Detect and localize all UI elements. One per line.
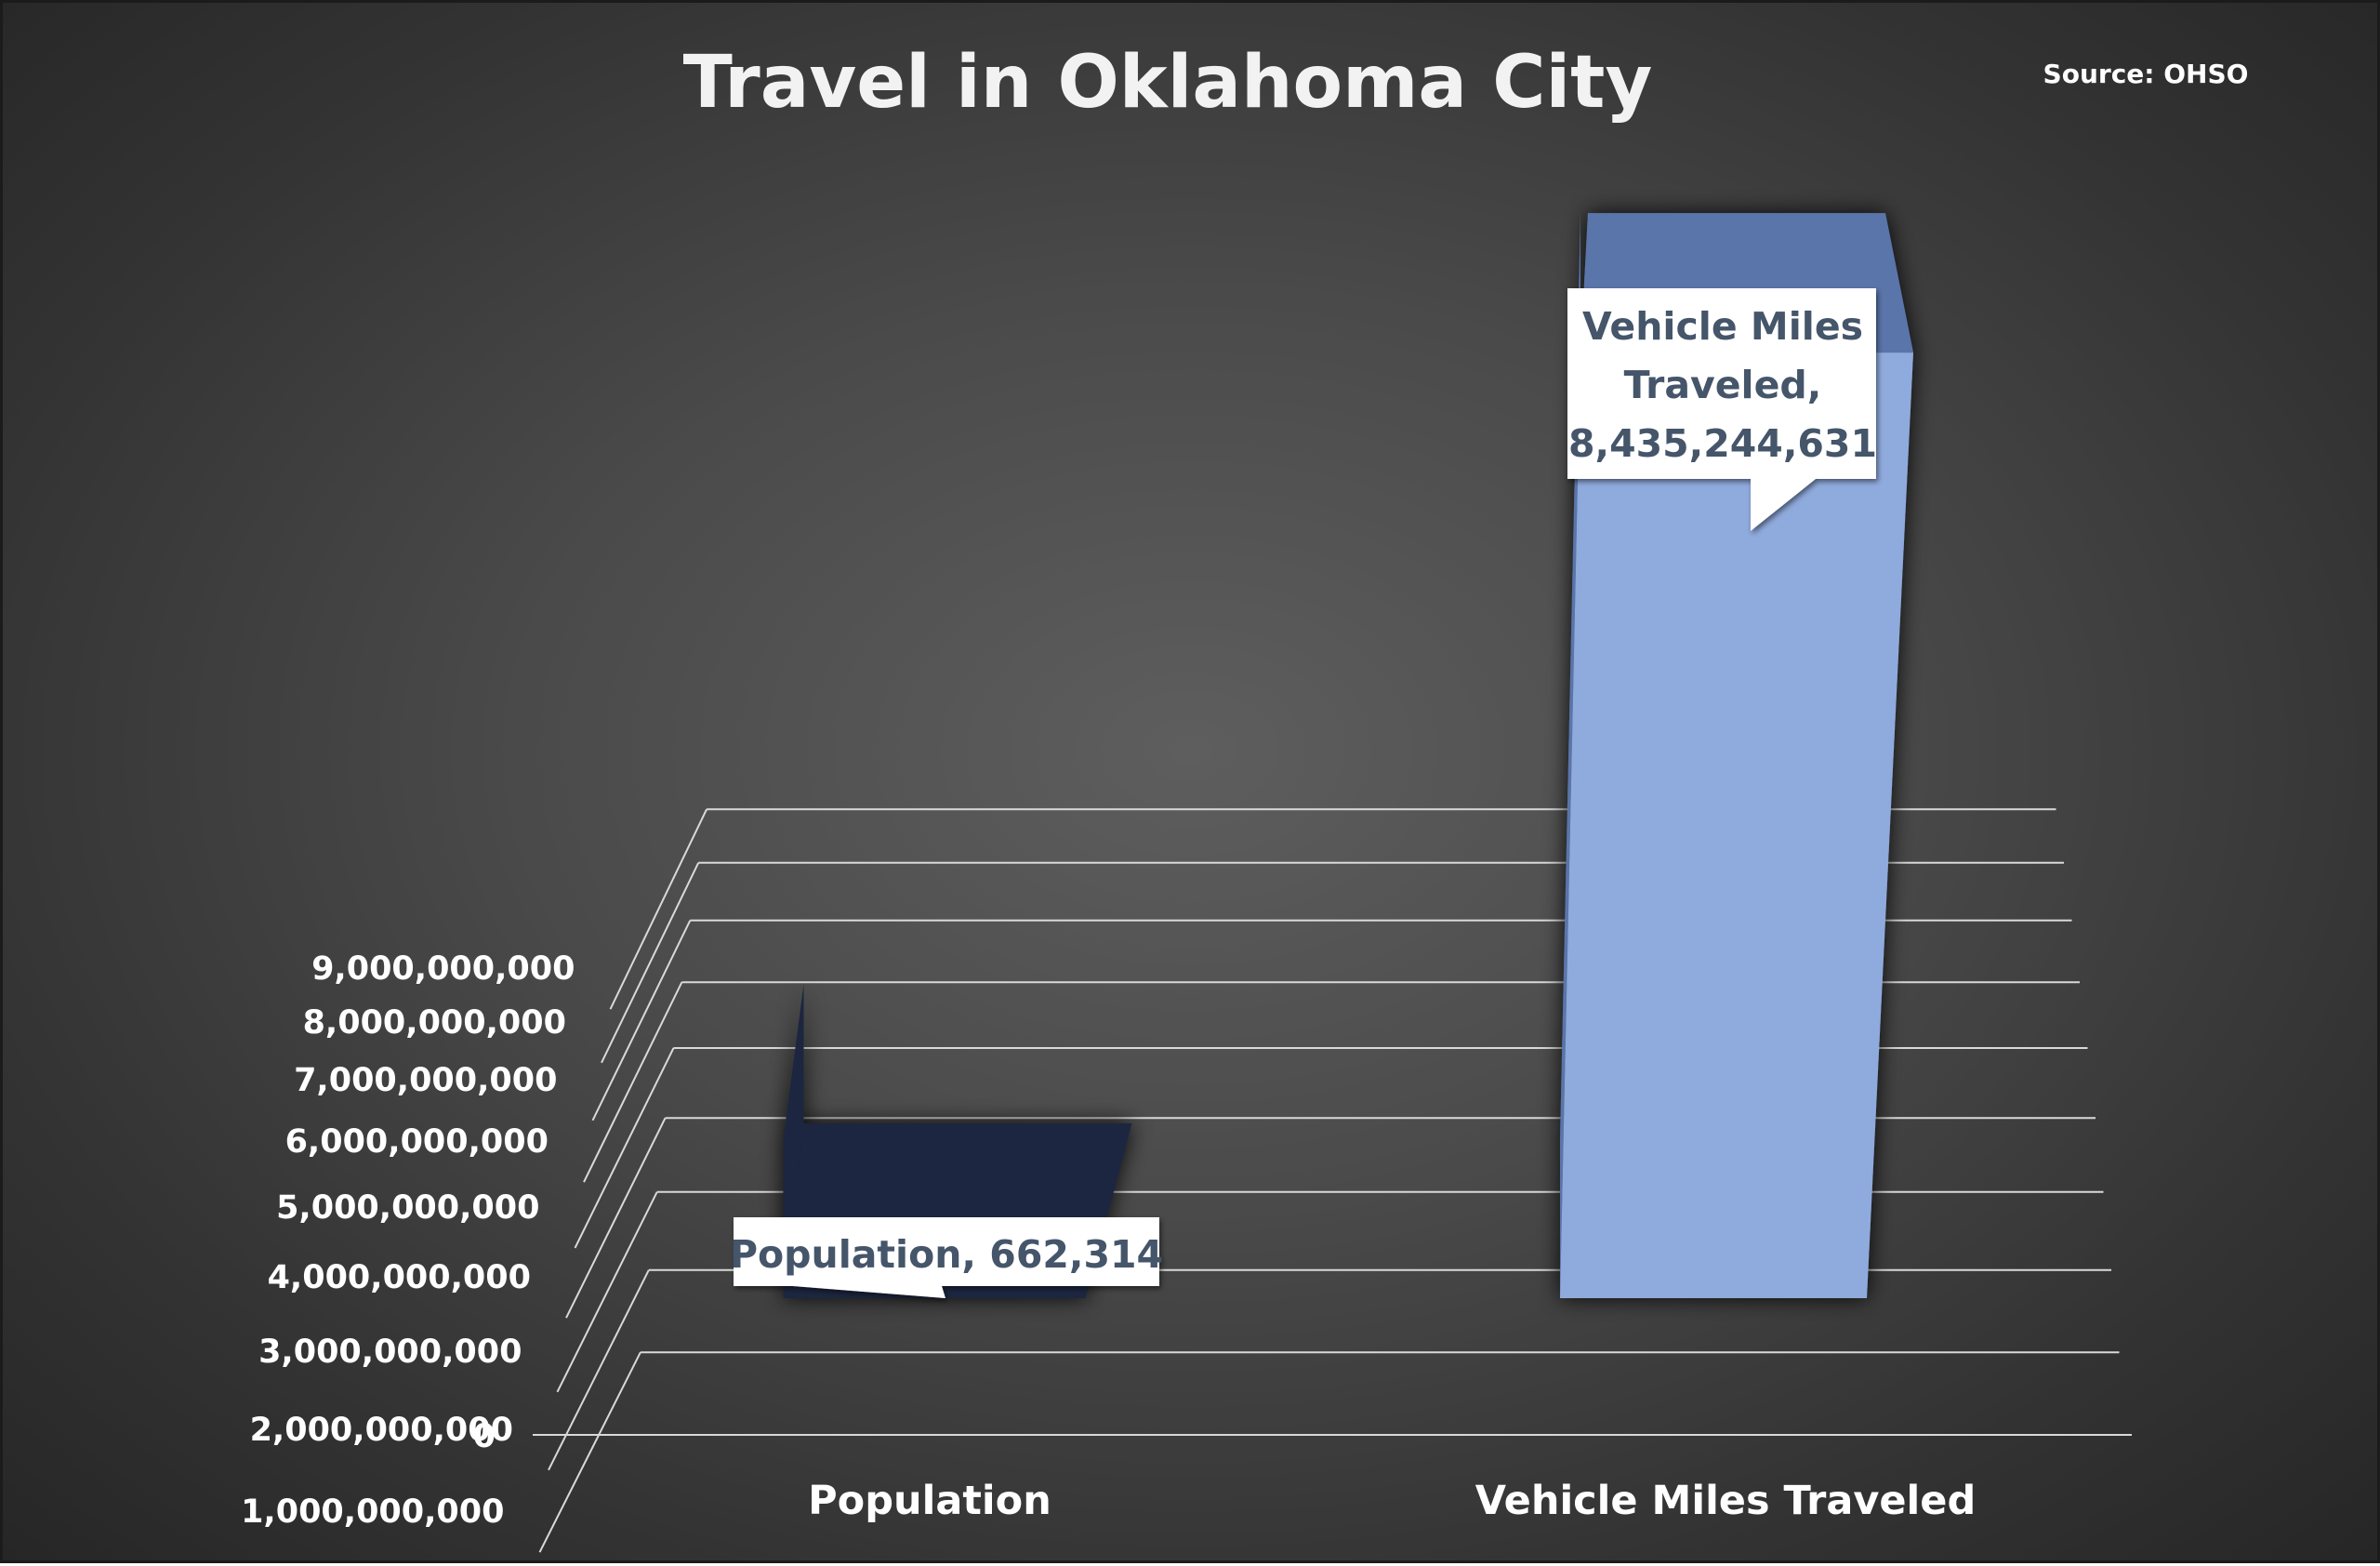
side-wall-gridline — [601, 862, 700, 1064]
chart-title: Travel in Oklahoma City — [683, 41, 1653, 125]
side-wall-gridline — [556, 1191, 658, 1393]
side-wall-gridline — [583, 981, 683, 1183]
y-tick-label: 2,000,000,000 — [250, 1412, 513, 1449]
side-wall-gridline — [538, 1351, 641, 1553]
x-axis-tick-labels: Population Vehicle Miles Traveled — [808, 1478, 1976, 1524]
side-wall-gridline — [574, 1047, 675, 1249]
y-tick-label: 5,000,000,000 — [276, 1189, 539, 1227]
side-wall-gridline — [591, 920, 692, 1121]
y-tick-label: 7,000,000,000 — [294, 1062, 557, 1099]
side-wall-gridline — [548, 1269, 650, 1471]
gridlines — [533, 808, 2132, 1553]
x-tick-label: Vehicle Miles Traveled — [1475, 1478, 1977, 1524]
vmt-data-label-line: Vehicle Miles — [1582, 304, 1863, 349]
vmt-data-label: Vehicle Miles Traveled, 8,435,244,631 — [1567, 288, 1877, 531]
side-wall-gridline — [565, 1117, 667, 1319]
population-data-label-text: Population, 662,314 — [730, 1232, 1163, 1277]
y-tick-label: 9,000,000,000 — [311, 950, 575, 988]
vehicle-miles-traveled-bar-front — [1560, 352, 1913, 1298]
y-tick-label: 1,000,000,000 — [241, 1493, 504, 1531]
y-axis-tick-labels: 0 1,000,000,000 2,000,000,000 3,000,000,000… — [241, 950, 575, 1531]
y-tick-label: 6,000,000,000 — [285, 1123, 549, 1161]
y-tick-label: 8,000,000,000 — [303, 1004, 566, 1042]
side-wall-gridline — [609, 808, 708, 1010]
vmt-data-label-line: 8,435,244,631 — [1568, 421, 1877, 466]
source-note: Source: OHSO — [2043, 59, 2249, 89]
x-tick-label: Population — [808, 1478, 1051, 1524]
y-tick-label: 4,000,000,000 — [268, 1259, 531, 1296]
population-data-label: Population, 662,314 — [730, 1217, 1163, 1298]
vehicle-miles-traveled-bar-side — [1560, 213, 1580, 1299]
data-labels: Population, 662,314 Vehicle Miles Traveled… — [730, 288, 1877, 1298]
vmt-data-label-line: Traveled, — [1624, 363, 1822, 407]
y-tick-label: 0 — [473, 1418, 496, 1455]
bar-chart: Travel in Oklahoma City Source: OHSO 0 1,… — [241, 41, 2249, 1553]
y-tick-label: 3,000,000,000 — [258, 1334, 522, 1371]
